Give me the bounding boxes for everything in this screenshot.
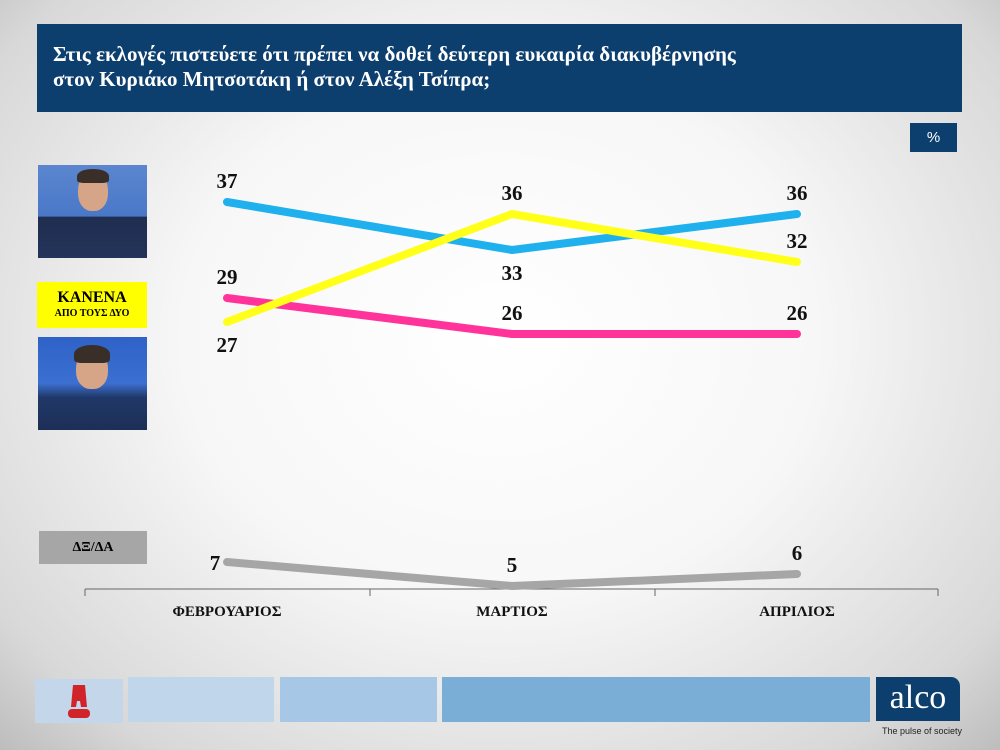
tagline: The pulse of society [882,726,963,736]
data-label: 36 [502,181,523,205]
x-tick-label: ΦΕΒΡΟΥΑΡΙΟΣ [172,604,281,620]
data-label: 37 [217,169,238,193]
data-label: 27 [217,333,238,357]
data-label: 6 [792,541,803,565]
data-label: 26 [502,301,523,325]
data-label: 33 [502,261,523,285]
series-line [223,210,801,326]
unit-badge: % [910,123,957,152]
alpha-news-logo [35,679,123,723]
series-line [223,198,801,254]
title-line-1: Στις εκλογές πιστεύετε ότι πρέπει να δοθ… [53,42,736,66]
footer-bar-2 [280,677,437,722]
legend-kanena-subtitle: ΑΠΟ ΤΟΥΣ ΔΥΟ [54,308,130,319]
data-label: 5 [507,553,518,577]
data-label: 32 [787,229,808,253]
data-label: 36 [787,181,808,205]
title-line-2: στον Κυριάκο Μητσοτάκη ή στον Αλέξη Τσίπ… [53,67,491,91]
footer-bar-3 [442,677,870,722]
legend-dxda: ΔΞ/ΔΑ [39,531,147,564]
x-tick-label: ΜΑΡΤΙΟΣ [476,604,548,620]
mitsotakis-photo [38,165,147,258]
x-tick-label: ΑΠΡΙΛΙΟΣ [759,604,835,620]
alco-logo: alco [876,677,960,721]
footer-bar-1 [128,677,274,722]
tsipras-photo [38,337,147,430]
data-label: 7 [210,551,221,575]
data-label: 29 [217,265,238,289]
series-line [223,294,801,338]
chart-title: Στις εκλογές πιστεύετε ότι πρέπει να δοθ… [37,24,962,112]
series-line [223,558,801,590]
data-label: 26 [787,301,808,325]
legend-kanena: ΚΑΝΕΝΑ ΑΠΟ ΤΟΥΣ ΔΥΟ [37,282,147,328]
legend-kanena-title: ΚΑΝΕΝΑ [57,289,127,306]
